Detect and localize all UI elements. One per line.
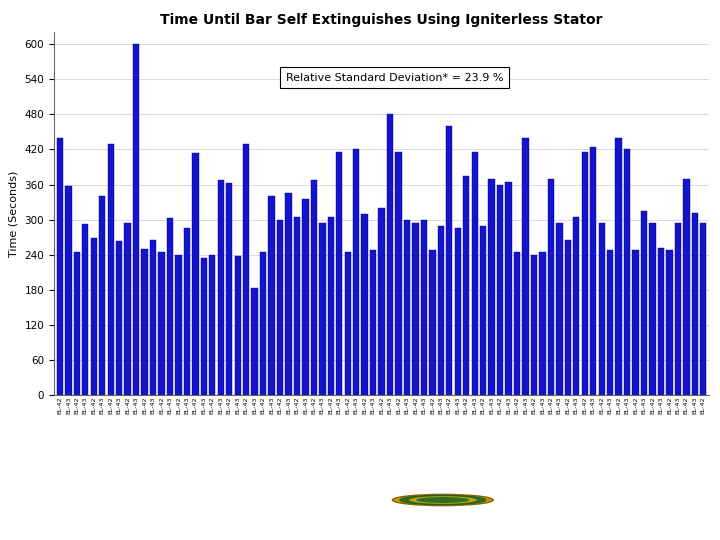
Bar bbox=[251, 288, 258, 395]
Bar bbox=[133, 44, 139, 395]
Bar bbox=[125, 222, 131, 395]
Circle shape bbox=[409, 496, 477, 504]
Bar bbox=[302, 199, 309, 395]
Bar bbox=[158, 252, 165, 395]
Circle shape bbox=[400, 495, 486, 505]
Bar bbox=[472, 152, 478, 395]
Bar bbox=[658, 248, 664, 395]
Bar bbox=[319, 222, 325, 395]
Bar bbox=[277, 220, 283, 395]
Bar bbox=[66, 186, 71, 395]
Bar bbox=[641, 211, 647, 395]
Bar bbox=[404, 220, 410, 395]
Text: Federal Aviation
Administration: Federal Aviation Administration bbox=[504, 484, 600, 508]
Bar bbox=[564, 240, 571, 395]
Bar bbox=[235, 256, 241, 395]
Bar bbox=[598, 222, 605, 395]
Bar bbox=[463, 176, 469, 395]
Bar bbox=[116, 241, 122, 395]
Bar bbox=[480, 226, 486, 395]
Bar bbox=[192, 153, 199, 395]
Bar bbox=[616, 138, 622, 395]
Bar bbox=[361, 214, 368, 395]
Text: 26 of 44: 26 of 44 bbox=[643, 489, 695, 503]
Bar bbox=[505, 181, 512, 395]
Bar bbox=[632, 250, 639, 395]
Bar bbox=[683, 179, 690, 395]
Bar bbox=[353, 150, 359, 395]
Bar bbox=[311, 180, 317, 395]
Bar bbox=[387, 114, 393, 395]
Bar bbox=[539, 252, 546, 395]
Bar bbox=[184, 228, 190, 395]
Bar bbox=[454, 228, 461, 395]
Bar bbox=[99, 196, 105, 395]
Bar bbox=[107, 144, 114, 395]
Bar bbox=[370, 250, 377, 395]
Bar bbox=[167, 219, 173, 395]
Bar bbox=[336, 152, 343, 395]
Bar bbox=[91, 238, 97, 395]
Bar bbox=[201, 258, 207, 395]
Bar bbox=[141, 249, 148, 395]
Bar bbox=[548, 179, 554, 395]
Bar bbox=[328, 217, 334, 395]
Bar bbox=[150, 240, 156, 395]
Bar bbox=[692, 213, 698, 395]
Bar bbox=[700, 222, 706, 395]
Text: Development of a Flammability Test for Magnesium Alloys
June 25, 2014: Development of a Flammability Test for M… bbox=[11, 485, 274, 507]
Bar bbox=[573, 217, 580, 395]
Bar bbox=[209, 255, 215, 395]
Bar bbox=[420, 220, 427, 395]
Bar bbox=[649, 222, 656, 395]
Text: Relative Standard Deviation* = 23.9 %: Relative Standard Deviation* = 23.9 % bbox=[286, 73, 503, 83]
Bar bbox=[345, 252, 351, 395]
Bar bbox=[590, 146, 596, 395]
Circle shape bbox=[392, 495, 493, 505]
Bar bbox=[446, 126, 452, 395]
Bar bbox=[294, 217, 300, 395]
Bar bbox=[217, 180, 224, 395]
Bar bbox=[260, 252, 266, 395]
Bar bbox=[624, 150, 630, 395]
Bar bbox=[488, 179, 495, 395]
Title: Time Until Bar Self Extinguishes Using Igniterless Stator: Time Until Bar Self Extinguishes Using I… bbox=[161, 13, 603, 27]
Y-axis label: Time (Seconds): Time (Seconds) bbox=[9, 171, 19, 257]
Bar bbox=[607, 250, 613, 395]
Bar bbox=[497, 185, 503, 395]
Bar bbox=[57, 138, 63, 395]
Bar bbox=[556, 222, 562, 395]
Bar bbox=[243, 144, 249, 395]
Bar bbox=[395, 152, 402, 395]
Bar bbox=[438, 226, 444, 395]
Bar bbox=[413, 222, 418, 395]
Bar bbox=[379, 208, 384, 395]
Bar bbox=[531, 255, 537, 395]
Bar bbox=[269, 196, 275, 395]
Bar bbox=[285, 193, 292, 395]
Bar bbox=[73, 252, 80, 395]
Bar bbox=[82, 224, 89, 395]
Bar bbox=[226, 183, 233, 395]
Bar bbox=[522, 138, 528, 395]
Bar bbox=[582, 152, 588, 395]
Bar bbox=[429, 250, 436, 395]
Bar bbox=[175, 255, 181, 395]
Bar bbox=[666, 250, 672, 395]
Bar bbox=[514, 252, 521, 395]
Bar bbox=[675, 222, 681, 395]
Circle shape bbox=[416, 497, 469, 503]
